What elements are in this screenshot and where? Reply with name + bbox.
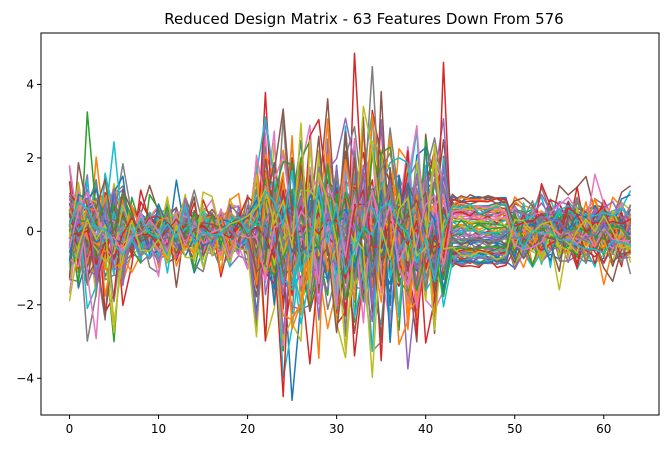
chart-title: Reduced Design Matrix - 63 Features Down…: [164, 10, 563, 28]
y-tick-label: −4: [16, 371, 34, 385]
x-tick-label: 60: [596, 422, 611, 436]
x-tick-label: 0: [66, 422, 74, 436]
series-line: [68, 183, 631, 287]
x-tick-label: 30: [329, 422, 344, 436]
series-line: [68, 189, 631, 271]
x-axis: 0 10 20 30 40 50 60: [66, 415, 611, 436]
plot-frame: [40, 32, 660, 416]
y-tick-label: 0: [26, 224, 34, 238]
series-line: [68, 122, 631, 378]
series-line: [68, 169, 631, 283]
y-tick-label: 2: [26, 151, 34, 165]
y-tick-label: −2: [16, 298, 34, 312]
x-tick-label: 50: [507, 422, 522, 436]
y-axis: −4 −2 0 2 4: [16, 77, 41, 385]
series-line: [68, 178, 632, 278]
x-tick-label: 10: [151, 422, 166, 436]
x-tick-label: 20: [240, 422, 255, 436]
series-layer: [68, 52, 632, 402]
x-tick-label: 40: [418, 422, 433, 436]
series-line: [68, 118, 632, 337]
series-line: [68, 105, 632, 331]
series-line: [68, 108, 631, 339]
y-tick-label: 4: [26, 77, 34, 91]
series-line: [68, 158, 632, 346]
